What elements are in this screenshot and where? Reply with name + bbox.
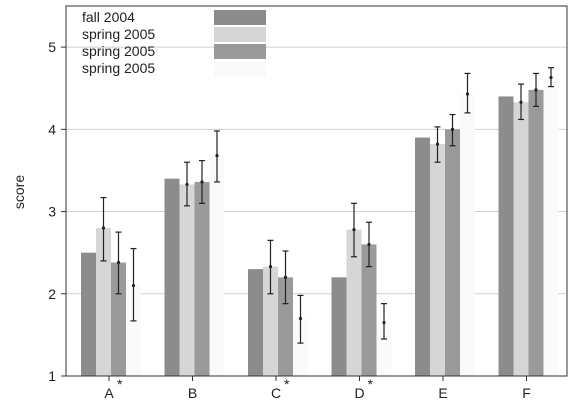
bar [331,277,347,376]
mean-point [465,92,470,96]
legend-label: spring 2005 [82,60,155,76]
bar [361,244,377,376]
bar [430,144,445,376]
y-tick-label: 3 [48,204,56,220]
mean-point [450,127,455,131]
bar [278,277,293,376]
mean-point [215,154,219,158]
bar [248,269,263,376]
x-tick-label: C [271,385,281,401]
error-bars [100,67,554,344]
legend-label: spring 2005 [82,43,155,59]
mean-point [268,265,273,269]
mean-point [519,100,523,104]
significance-mark: * [284,376,290,392]
mean-point [283,275,288,279]
y-tick-label: 2 [48,286,56,302]
bar [96,228,111,376]
y-tick-label: 1 [48,368,56,384]
mean-point [367,242,371,247]
x-tick-label: D [354,385,364,401]
bar [376,322,392,376]
mean-point [298,316,303,321]
significance-mark: * [368,376,374,392]
legend-swatch [214,27,266,42]
legend-swatch [214,10,266,25]
bar [179,184,195,376]
legend-swatch [214,61,266,76]
y-axis-title: score [11,175,27,209]
x-axis: A*B C*D*E F [104,376,531,401]
bars [81,77,559,377]
bar [498,96,514,376]
x-tick-label: B [188,385,197,401]
mean-point [101,226,106,230]
bar [81,252,96,376]
bar [194,181,210,376]
y-tick-label: 5 [48,39,56,55]
mean-point [382,320,386,325]
bar [445,129,460,376]
mean-point [534,88,538,92]
bar [460,93,475,376]
legend-label: spring 2005 [82,26,155,42]
grid-lines [66,46,567,295]
y-tick-label: 4 [48,121,56,137]
bar [346,229,362,376]
bar [513,102,529,376]
bar [164,178,180,376]
significance-mark: * [117,376,123,392]
legend-swatch [214,44,266,59]
legend-label: fall 2004 [82,9,135,25]
mean-point [185,182,189,187]
y-axis: 1 2 3 4 5 [48,39,66,384]
x-tick-label: A [104,385,114,401]
mean-point [200,180,204,184]
mean-point [549,75,553,80]
mean-point [352,228,356,232]
bar [263,266,278,376]
bar [209,155,225,376]
bar [111,262,126,376]
mean-point [131,283,136,288]
x-tick-label: F [522,385,531,401]
bar [543,77,559,377]
bar [528,89,544,376]
x-tick-label: E [438,385,447,401]
bar [293,318,308,376]
mean-point [116,260,121,265]
mean-point [435,142,440,146]
plot-frame [65,5,568,377]
bar [126,285,141,376]
bar [415,137,430,376]
